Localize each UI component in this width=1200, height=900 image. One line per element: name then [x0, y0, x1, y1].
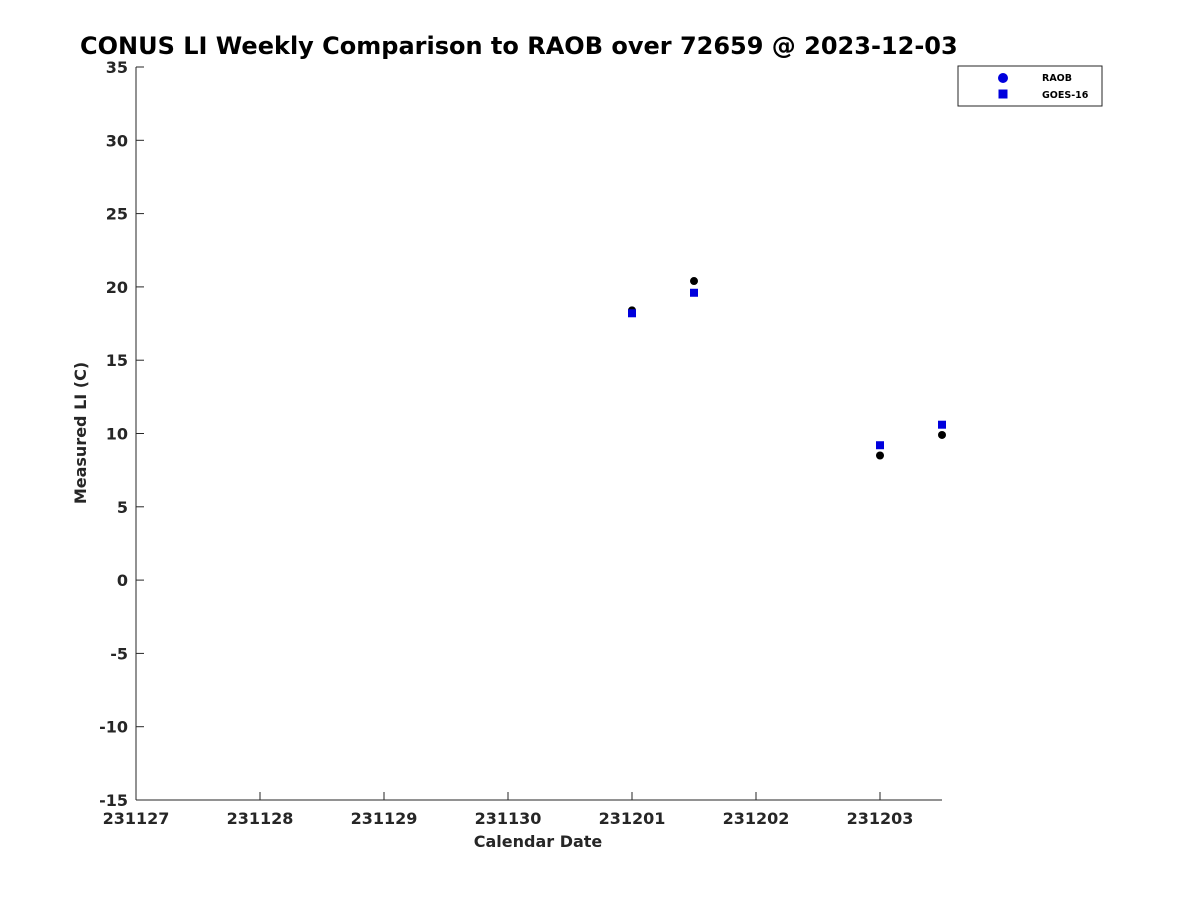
y-tick-label: 0	[117, 571, 128, 590]
legend-box	[957, 65, 1103, 107]
chart-title: CONUS LI Weekly Comparison to RAOB over …	[80, 32, 958, 60]
plot-axes	[135, 67, 942, 801]
y-tick-label: -15	[99, 791, 128, 810]
y-tick-label: 5	[117, 498, 128, 517]
data-points	[628, 277, 946, 460]
y-tick-label: 25	[106, 205, 128, 224]
y-ticks: 35 30 25 20 15 10 5 0 -5 -10 -15	[99, 58, 144, 810]
x-tick-label: 231128	[227, 809, 294, 828]
x-tick-label: 231203	[847, 809, 914, 828]
y-tick-label: 35	[106, 58, 128, 77]
x-axis-label: Calendar Date	[474, 832, 603, 851]
goes16-point	[628, 309, 636, 318]
x-tick-label: 231127	[103, 809, 170, 828]
x-tick-label: 231129	[351, 809, 418, 828]
legend-goes-label: GOES-16	[1042, 90, 1089, 101]
x-tick-label: 231202	[723, 809, 790, 828]
x-tick-label: 231201	[599, 809, 666, 828]
y-tick-label: 30	[106, 131, 128, 150]
y-tick-label: 15	[106, 351, 128, 370]
legend-raob-marker	[998, 73, 1008, 83]
raob-point	[938, 430, 946, 439]
y-tick-label: 20	[106, 278, 128, 297]
legend-raob-label: RAOB	[1042, 73, 1072, 84]
y-tick-label: 10	[106, 425, 128, 444]
goes16-point	[690, 288, 698, 297]
x-tick-label: 231130	[475, 809, 542, 828]
legend: RAOB GOES-16	[957, 65, 1103, 107]
raob-point	[690, 277, 698, 286]
raob-point	[876, 451, 884, 460]
x-ticks: 231127 231128 231129 231130 231201 231202 2312…	[103, 792, 914, 828]
y-tick-label: -10	[99, 718, 128, 737]
y-tick-label: -5	[110, 644, 128, 663]
goes16-point	[938, 420, 946, 429]
goes16-point	[876, 441, 884, 450]
legend-goes-marker	[998, 89, 1008, 99]
y-axis-label: Measured LI (C)	[71, 362, 90, 504]
